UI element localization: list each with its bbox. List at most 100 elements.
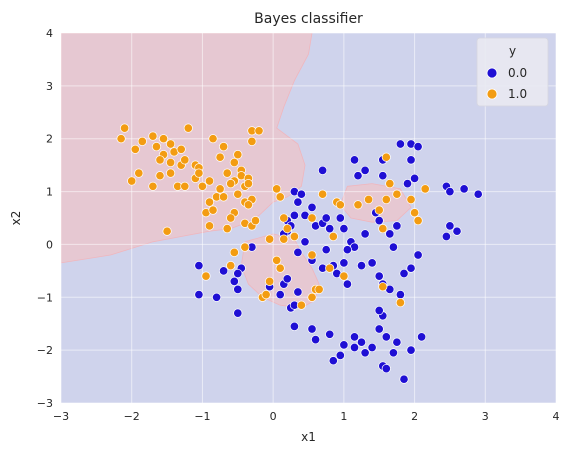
- point-class-1: [406, 194, 416, 205]
- x-tick-label: −3: [53, 410, 69, 423]
- point-class-1: [120, 123, 130, 133]
- point-class-0: [399, 374, 409, 384]
- point-class-0: [392, 221, 402, 231]
- point-class-0: [342, 279, 352, 289]
- point-class-1: [339, 271, 349, 281]
- point-class-1: [272, 184, 282, 194]
- point-class-0: [349, 342, 360, 353]
- point-class-1: [378, 282, 388, 292]
- point-class-0: [360, 165, 370, 175]
- point-class-1: [127, 176, 137, 186]
- point-class-0: [441, 231, 451, 242]
- point-class-0: [325, 224, 335, 234]
- point-class-1: [155, 155, 165, 165]
- point-class-0: [335, 213, 345, 223]
- point-class-1: [364, 194, 374, 205]
- point-class-0: [339, 340, 349, 350]
- point-class-0: [229, 276, 239, 286]
- point-class-1: [353, 200, 363, 210]
- point-class-1: [318, 189, 328, 199]
- point-class-0: [194, 261, 204, 271]
- point-class-0: [410, 173, 420, 183]
- point-class-0: [356, 261, 367, 271]
- point-class-1: [289, 231, 299, 242]
- point-class-1: [243, 179, 253, 189]
- point-class-0: [395, 290, 405, 300]
- point-class-0: [293, 287, 303, 297]
- point-class-1: [410, 208, 420, 218]
- point-class-0: [328, 356, 338, 366]
- point-class-1: [166, 168, 176, 178]
- point-class-0: [378, 171, 388, 181]
- point-class-0: [374, 305, 384, 316]
- point-class-1: [201, 271, 211, 281]
- point-class-1: [148, 181, 158, 191]
- point-class-1: [233, 189, 243, 199]
- point-class-0: [385, 229, 395, 239]
- point-class-1: [204, 197, 215, 207]
- point-class-0: [360, 229, 370, 239]
- y-tick-label: 2: [46, 133, 53, 146]
- legend-marker-0: [486, 67, 498, 79]
- point-class-1: [420, 184, 430, 194]
- point-class-1: [325, 263, 335, 273]
- point-class-0: [374, 324, 384, 334]
- point-class-1: [208, 205, 218, 215]
- point-class-1: [148, 131, 158, 141]
- point-class-0: [381, 364, 391, 374]
- point-class-0: [300, 237, 310, 247]
- scatter-points: [116, 123, 483, 384]
- point-class-1: [381, 152, 391, 162]
- legend-box: [476, 37, 549, 107]
- point-class-1: [381, 194, 391, 205]
- point-class-0: [360, 348, 370, 358]
- point-class-1: [137, 136, 147, 146]
- point-class-0: [452, 226, 462, 236]
- point-class-0: [212, 292, 222, 302]
- y-ticks: −3 −2 −1 0 1 2 3 4: [37, 27, 53, 410]
- point-class-0: [321, 213, 331, 223]
- point-class-1: [275, 192, 285, 202]
- point-class-1: [176, 144, 186, 154]
- point-class-1: [282, 224, 292, 234]
- point-class-1: [194, 168, 204, 178]
- chart-title: Bayes classifier: [254, 11, 363, 27]
- point-class-1: [279, 213, 289, 223]
- point-class-1: [215, 152, 225, 162]
- point-class-0: [417, 332, 427, 342]
- point-class-1: [130, 144, 140, 154]
- point-class-0: [307, 324, 317, 334]
- point-class-0: [194, 290, 204, 300]
- point-class-1: [180, 181, 190, 191]
- point-class-1: [233, 150, 243, 160]
- point-class-0: [353, 171, 363, 181]
- point-class-0: [367, 258, 377, 268]
- point-class-1: [183, 123, 193, 133]
- point-class-1: [155, 171, 165, 181]
- point-class-1: [392, 189, 402, 199]
- x-tick-label: 4: [553, 410, 560, 423]
- point-class-1: [272, 255, 282, 265]
- point-class-0: [219, 266, 229, 276]
- point-class-1: [226, 213, 236, 223]
- point-class-0: [275, 290, 285, 300]
- point-class-1: [116, 134, 126, 144]
- point-class-0: [233, 308, 243, 318]
- point-class-1: [261, 290, 271, 300]
- point-class-1: [204, 176, 215, 186]
- x-ticks: −3 −2 −1 0 1 2 3 4: [53, 410, 560, 423]
- point-class-1: [243, 200, 253, 210]
- point-class-1: [197, 181, 207, 191]
- point-class-0: [339, 258, 349, 268]
- point-class-1: [296, 300, 306, 310]
- point-class-1: [226, 179, 236, 189]
- point-class-1: [151, 142, 162, 152]
- x-tick-label: −2: [124, 410, 140, 423]
- y-tick-label: 4: [46, 27, 53, 40]
- point-class-0: [321, 245, 331, 255]
- point-class-1: [395, 298, 405, 308]
- point-class-0: [342, 245, 352, 255]
- point-class-1: [247, 136, 257, 146]
- y-tick-label: −3: [37, 397, 53, 410]
